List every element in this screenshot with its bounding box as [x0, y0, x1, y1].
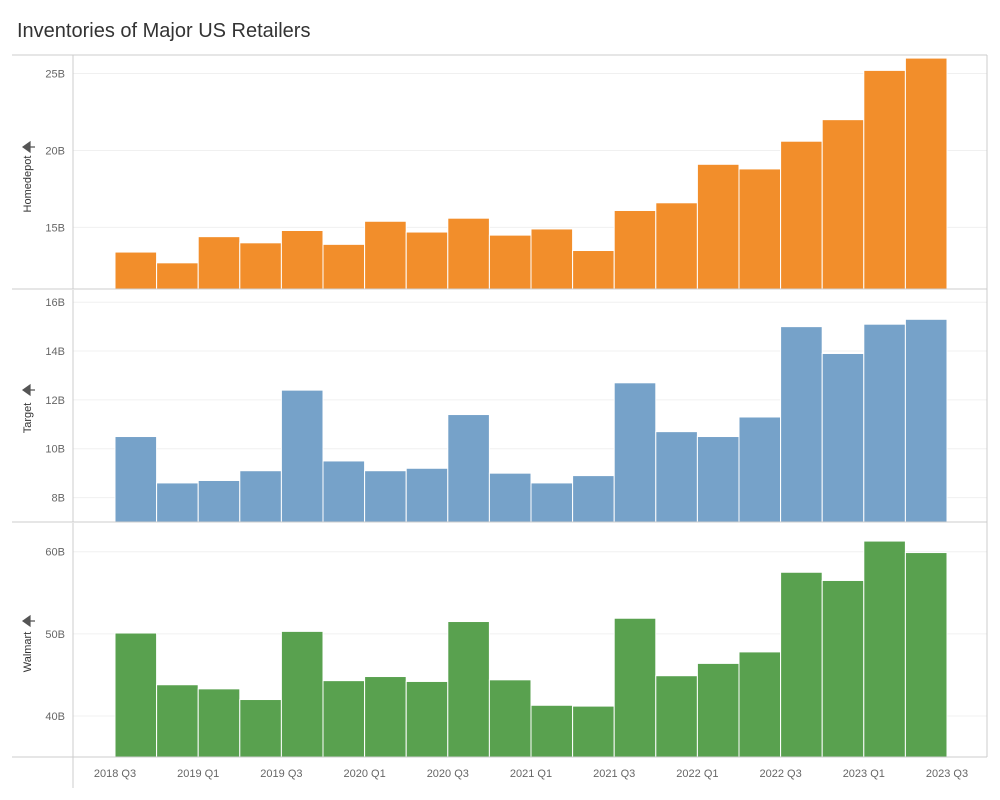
bar-homedepot[interactable]	[405, 231, 449, 290]
bar-walmart[interactable]	[197, 688, 241, 758]
bar-walmart[interactable]	[114, 632, 158, 758]
x-tick-label: 2023 Q1	[843, 768, 885, 780]
y-tick-label-target: 16B	[45, 297, 65, 309]
y-tick-label-homedepot: 20B	[45, 145, 65, 157]
panel-label-homedepot: Homedepot	[22, 156, 34, 213]
bar-homedepot[interactable]	[530, 228, 574, 290]
y-tick-label-walmart: 40B	[45, 711, 65, 723]
x-tick-label: 2020 Q3	[427, 768, 469, 780]
bar-walmart[interactable]	[780, 571, 823, 758]
bar-target[interactable]	[322, 460, 366, 523]
y-tick-label-target: 10B	[45, 444, 65, 456]
x-tick-label: 2021 Q1	[510, 768, 552, 780]
bar-homedepot[interactable]	[488, 234, 532, 290]
bar-homedepot[interactable]	[821, 119, 865, 290]
bar-target[interactable]	[613, 382, 657, 523]
y-tick-label-walmart: 50B	[45, 629, 65, 641]
bar-homedepot[interactable]	[114, 251, 158, 290]
bar-homedepot[interactable]	[364, 220, 407, 290]
bar-walmart[interactable]	[322, 680, 366, 758]
pin-icon[interactable]	[21, 140, 35, 154]
panel-label-walmart: Walmart	[22, 632, 34, 673]
bar-walmart[interactable]	[530, 704, 574, 758]
bar-walmart[interactable]	[488, 679, 532, 758]
bar-target[interactable]	[780, 326, 823, 523]
bar-homedepot[interactable]	[655, 202, 698, 290]
bar-walmart[interactable]	[239, 699, 282, 758]
bar-homedepot[interactable]	[156, 262, 199, 290]
bar-homedepot[interactable]	[738, 168, 782, 290]
pin-icon[interactable]	[21, 614, 35, 628]
pin-icon[interactable]	[21, 383, 35, 397]
bar-target[interactable]	[280, 389, 324, 523]
bar-homedepot[interactable]	[280, 230, 324, 290]
y-tick-label-target: 14B	[45, 346, 65, 358]
panel-label-target: Target	[22, 403, 34, 434]
bar-target[interactable]	[488, 472, 532, 523]
y-tick-label-walmart: 60B	[45, 547, 65, 559]
bar-walmart[interactable]	[655, 675, 698, 758]
bar-target[interactable]	[655, 431, 698, 523]
bar-target[interactable]	[863, 323, 906, 523]
bar-walmart[interactable]	[696, 662, 740, 758]
bar-walmart[interactable]	[572, 705, 615, 758]
x-tick-label: 2021 Q3	[593, 768, 635, 780]
bar-homedepot[interactable]	[322, 243, 366, 290]
bar-target[interactable]	[572, 475, 615, 523]
bar-walmart[interactable]	[904, 552, 948, 758]
x-tick-label: 2022 Q3	[759, 768, 801, 780]
bar-homedepot[interactable]	[613, 209, 657, 290]
x-tick-label: 2019 Q1	[177, 768, 219, 780]
bar-walmart[interactable]	[613, 617, 657, 758]
y-tick-label-homedepot: 15B	[45, 222, 65, 234]
bar-target[interactable]	[696, 436, 740, 523]
bar-target[interactable]	[114, 436, 158, 523]
bar-walmart[interactable]	[821, 579, 865, 758]
bar-walmart[interactable]	[863, 540, 906, 758]
bar-homedepot[interactable]	[863, 69, 906, 290]
y-tick-label-homedepot: 25B	[45, 68, 65, 80]
bar-homedepot[interactable]	[197, 236, 241, 290]
bar-target[interactable]	[364, 470, 407, 523]
bar-target[interactable]	[447, 414, 490, 523]
x-tick-label: 2019 Q3	[260, 768, 302, 780]
bar-target[interactable]	[821, 352, 865, 523]
bar-homedepot[interactable]	[239, 242, 282, 290]
bar-target[interactable]	[197, 479, 241, 523]
x-tick-label: 2023 Q3	[926, 768, 968, 780]
x-tick-label: 2020 Q1	[343, 768, 385, 780]
bar-homedepot[interactable]	[780, 140, 823, 290]
bar-homedepot[interactable]	[572, 250, 615, 290]
bar-homedepot[interactable]	[904, 57, 948, 290]
x-tick-label: 2022 Q1	[676, 768, 718, 780]
bar-walmart[interactable]	[364, 676, 407, 758]
bar-target[interactable]	[156, 482, 199, 523]
bar-homedepot[interactable]	[696, 163, 740, 290]
x-tick-label: 2018 Q3	[94, 768, 136, 780]
bar-target[interactable]	[530, 482, 574, 523]
bar-target[interactable]	[738, 416, 782, 523]
bar-target[interactable]	[904, 318, 948, 523]
bar-walmart[interactable]	[156, 684, 199, 758]
bar-walmart[interactable]	[280, 630, 324, 758]
bar-target[interactable]	[239, 470, 282, 523]
bar-walmart[interactable]	[447, 621, 490, 758]
bar-walmart[interactable]	[405, 680, 449, 758]
chart-title: Inventories of Major US Retailers	[17, 20, 311, 42]
bar-homedepot[interactable]	[447, 217, 490, 290]
y-tick-label-target: 12B	[45, 395, 65, 407]
y-tick-label-target: 8B	[52, 493, 65, 505]
bar-target[interactable]	[405, 467, 449, 523]
bar-walmart[interactable]	[738, 651, 782, 758]
